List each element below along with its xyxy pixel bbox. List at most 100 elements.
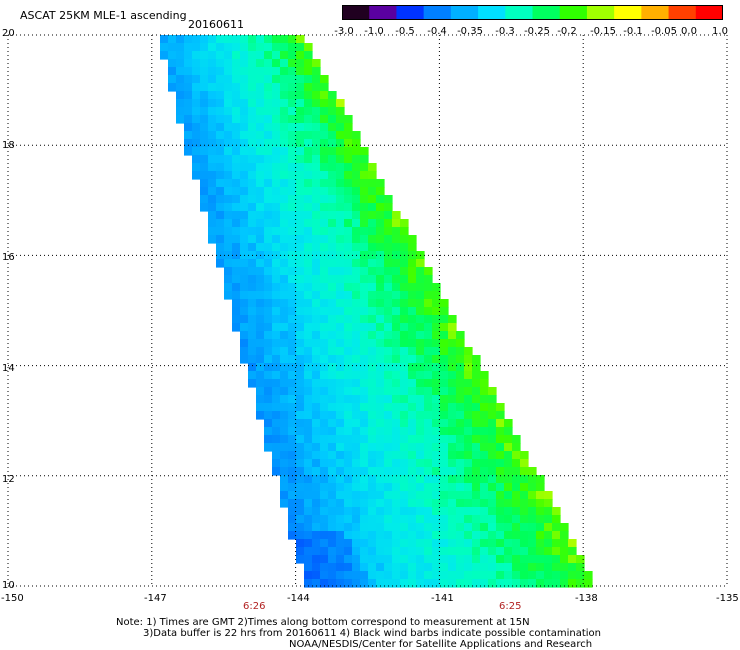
- swath-cell: [520, 475, 529, 484]
- swath-cell: [272, 395, 281, 404]
- swath-cell: [408, 363, 417, 372]
- swath-cell: [408, 403, 417, 412]
- swath-cell: [392, 371, 401, 380]
- swath-cell: [448, 371, 457, 380]
- swath-cell: [328, 315, 337, 324]
- swath-cell: [208, 59, 217, 68]
- swath-cell: [344, 531, 353, 540]
- swath-cell: [432, 411, 441, 420]
- swath-cell: [320, 299, 329, 308]
- swath-cell: [552, 579, 561, 588]
- swath-cell: [400, 227, 409, 236]
- swath-cell: [248, 107, 257, 116]
- swath-cell: [208, 155, 217, 164]
- swath-cell: [464, 531, 473, 540]
- swath-cell: [424, 307, 433, 316]
- swath-cell: [240, 131, 249, 140]
- colorbar-segment: [532, 5, 561, 20]
- swath-cell: [184, 67, 193, 76]
- swath-cell: [376, 331, 385, 340]
- swath-cell: [368, 163, 377, 172]
- swath-cell: [320, 211, 329, 220]
- swath-cell: [336, 379, 345, 388]
- swath-cell: [408, 539, 417, 548]
- swath-cell: [368, 451, 377, 460]
- swath-cell: [312, 435, 321, 444]
- swath-cell: [264, 323, 273, 332]
- swath-cell: [384, 379, 393, 388]
- colorbar-segment: [342, 5, 370, 20]
- swath-cell: [368, 491, 377, 500]
- swath-cell: [256, 67, 265, 76]
- swath-cell: [344, 571, 353, 580]
- swath-cell: [336, 195, 345, 204]
- swath-cell: [256, 355, 265, 364]
- swath-cell: [344, 275, 353, 284]
- swath-cell: [336, 579, 345, 588]
- swath-cell: [288, 299, 297, 308]
- swath-cell: [288, 499, 297, 508]
- swath-cell: [392, 235, 401, 244]
- swath-cell: [304, 51, 313, 60]
- swath-cell: [296, 75, 305, 84]
- swath-cell: [352, 499, 361, 508]
- swath-cell: [408, 571, 417, 580]
- swath-cell: [304, 515, 313, 524]
- swath-cell: [312, 315, 321, 324]
- swath-cell: [264, 419, 273, 428]
- swath-cell: [368, 539, 377, 548]
- swath-cell: [184, 35, 193, 44]
- swath-cell: [240, 291, 249, 300]
- swath-cell: [528, 531, 537, 540]
- swath-cell: [480, 563, 489, 572]
- swath-cell: [312, 299, 321, 308]
- swath-cell: [472, 435, 481, 444]
- swath-cell: [416, 579, 425, 588]
- swath-cell: [480, 507, 489, 516]
- swath-cell: [528, 523, 537, 532]
- colorbar-label: -0.2: [557, 26, 577, 37]
- swath-cell: [464, 523, 473, 532]
- swath-cell: [248, 291, 257, 300]
- swath-cell: [352, 563, 361, 572]
- swath-cell: [240, 187, 249, 196]
- swath-cell: [464, 491, 473, 500]
- swath-cell: [456, 435, 465, 444]
- swath-cell: [552, 523, 561, 532]
- swath-cell: [360, 467, 369, 476]
- swath-cell: [224, 291, 233, 300]
- swath-cell: [352, 299, 361, 308]
- swath-cell: [328, 579, 337, 588]
- swath-cell: [304, 75, 313, 84]
- swath-cell: [192, 35, 201, 44]
- swath-cell: [344, 499, 353, 508]
- swath-cell: [400, 523, 409, 532]
- swath-cell: [288, 371, 297, 380]
- swath-cell: [312, 123, 321, 132]
- swath-cell: [240, 195, 249, 204]
- swath-cell: [256, 395, 265, 404]
- swath-cell: [256, 91, 265, 100]
- swath-cell: [360, 219, 369, 228]
- swath-cell: [504, 475, 513, 484]
- swath-cell: [408, 579, 417, 588]
- swath-cell: [304, 379, 313, 388]
- swath-cell: [184, 139, 193, 148]
- swath-cell: [416, 331, 425, 340]
- swath-cell: [480, 499, 489, 508]
- swath-cell: [472, 355, 481, 364]
- swath-cell: [328, 547, 337, 556]
- swath-cell: [312, 467, 321, 476]
- swath-cell: [360, 475, 369, 484]
- colorbar-border: [342, 5, 723, 20]
- swath-cell: [296, 235, 305, 244]
- swath-cell: [304, 571, 313, 580]
- swath-cell: [328, 323, 337, 332]
- swath-cell: [384, 411, 393, 420]
- swath-cell: [432, 435, 441, 444]
- swath-cell: [456, 579, 465, 588]
- swath-cell: [352, 355, 361, 364]
- swath-cell: [416, 523, 425, 532]
- swath-cell: [432, 379, 441, 388]
- swath-cell: [392, 579, 401, 588]
